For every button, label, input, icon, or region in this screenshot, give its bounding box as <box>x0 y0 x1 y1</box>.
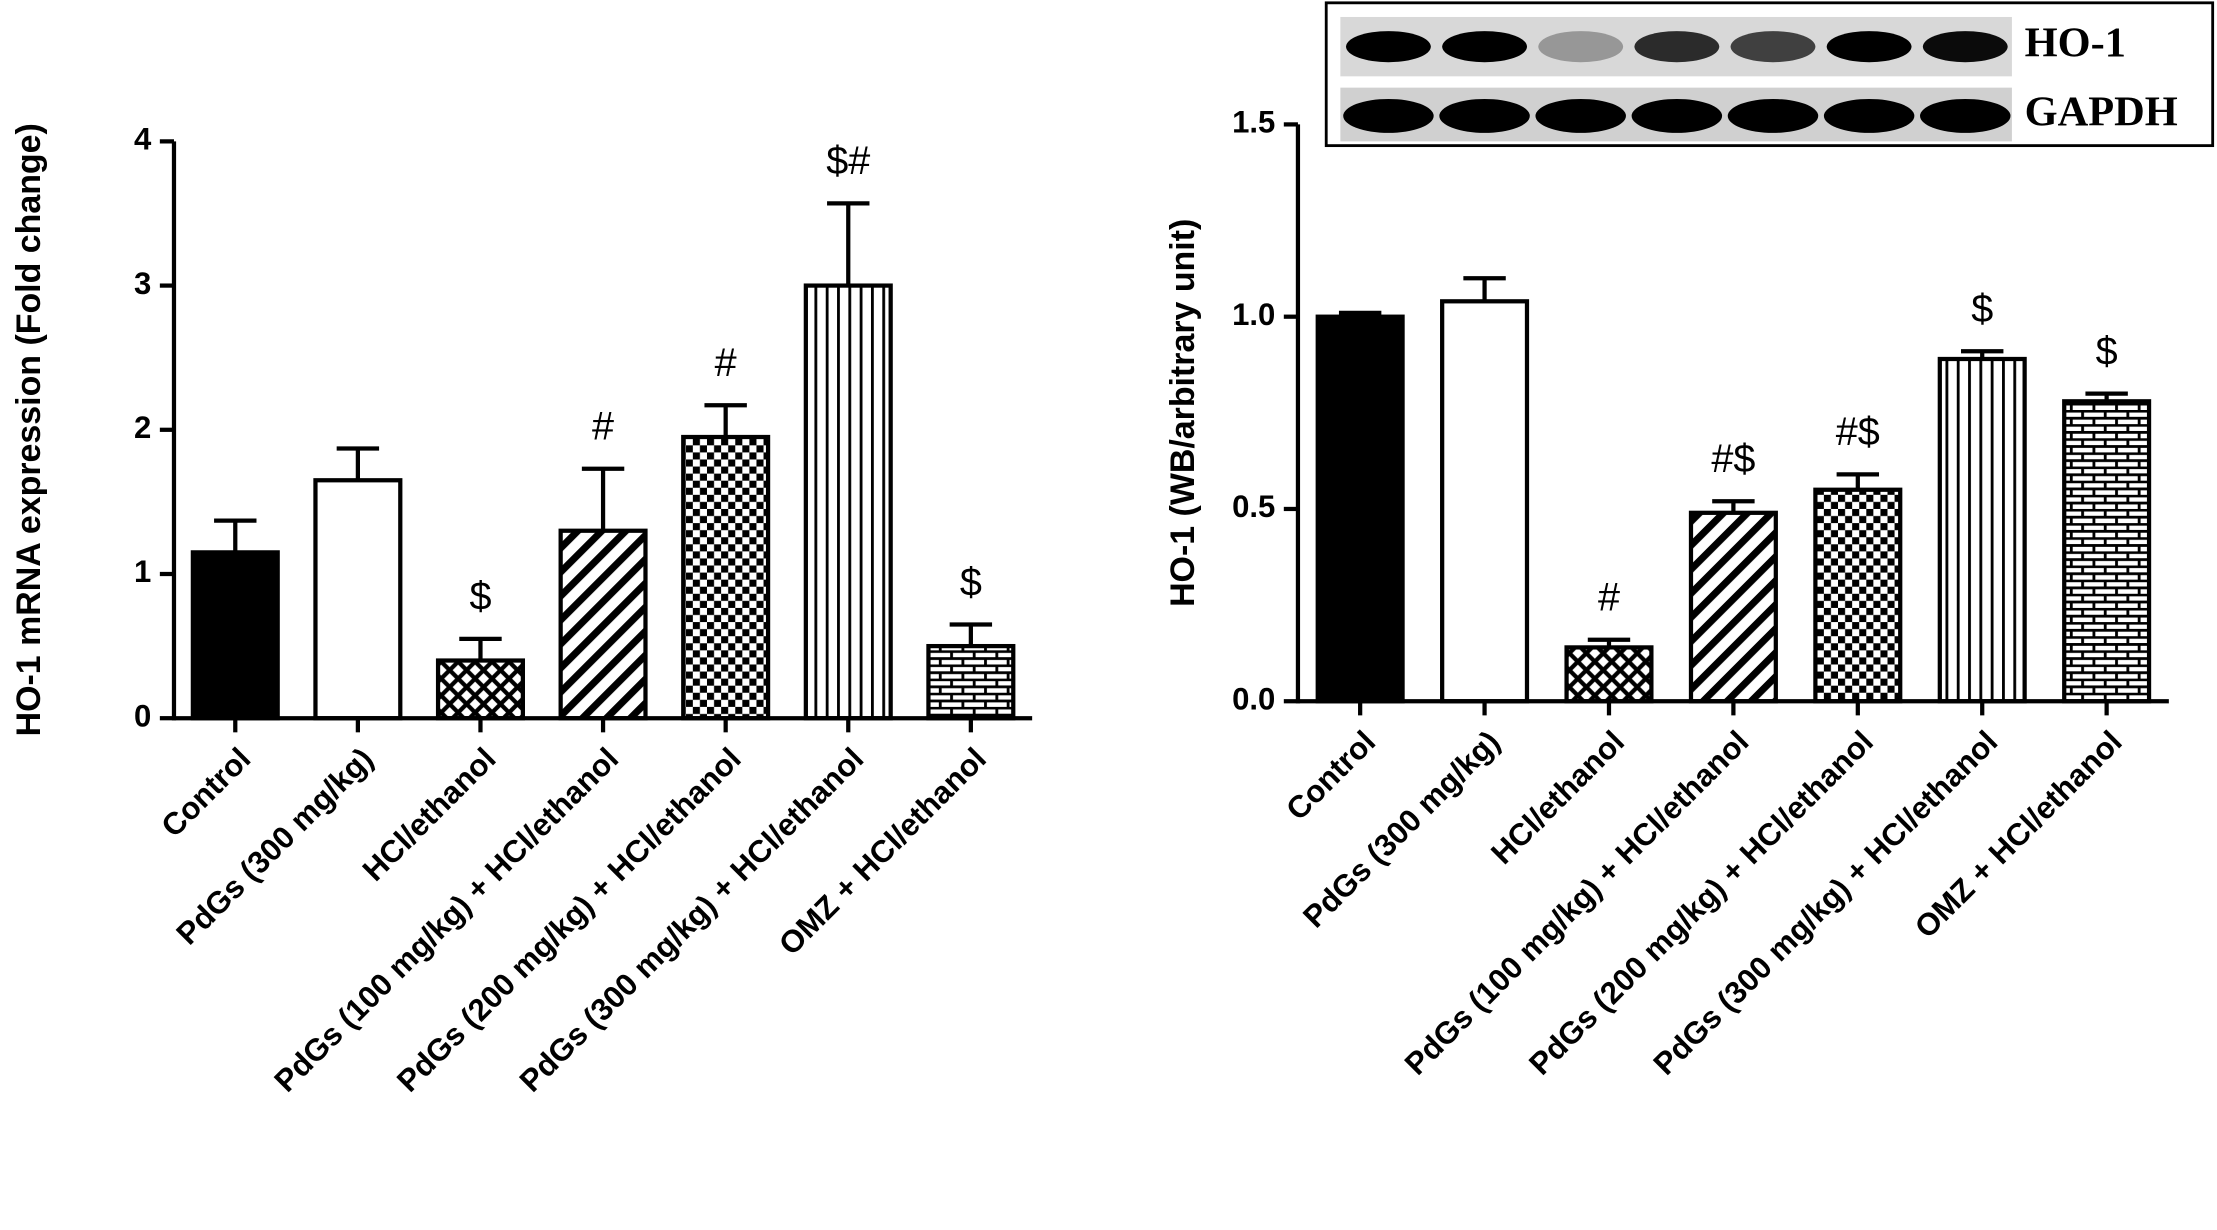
bar <box>681 434 771 721</box>
significance-label: $ <box>960 560 982 604</box>
bar <box>558 528 648 721</box>
y-axis-title: HO-1 (WB/arbitrary unit) <box>1164 219 1202 607</box>
blot-band <box>1346 31 1431 63</box>
blot-band <box>1442 31 1527 63</box>
blot-band <box>1439 98 1530 133</box>
significance-label: $ <box>1971 287 1993 331</box>
blot-band <box>1631 98 1723 133</box>
x-tick-label: OMZ + HCl/ethanol <box>772 741 993 962</box>
bar <box>1813 487 1903 704</box>
bar <box>1564 645 1654 704</box>
significance-label: #$ <box>1711 437 1755 481</box>
bar <box>190 550 280 721</box>
blot-band <box>1920 98 2011 133</box>
y-axis-title: HO-1 mRNA expression (Fold change) <box>10 123 48 736</box>
blot-label: HO-1 <box>2025 19 2126 66</box>
blot-band <box>1343 98 1434 133</box>
y-tick-label: 2 <box>134 410 151 445</box>
y-tick-label: 0.5 <box>1232 489 1275 524</box>
western-blot-inset: HO-1 GAPDH <box>1324 1 2215 148</box>
blot-band <box>1538 31 1624 63</box>
x-tick-label: Control <box>154 741 257 844</box>
significance-label: # <box>715 341 737 385</box>
x-tick-label: Control <box>1279 724 1382 827</box>
blot-band <box>1535 98 1626 133</box>
bar <box>1440 299 1530 704</box>
blot-band <box>1730 31 1816 63</box>
bar <box>803 283 893 721</box>
significance-label: $ <box>469 575 491 619</box>
y-tick-label: 4 <box>134 122 152 157</box>
blot-band <box>1826 31 1912 63</box>
bar <box>313 478 403 721</box>
y-tick-label: 3 <box>134 266 151 301</box>
y-tick-label: 1.5 <box>1232 105 1275 140</box>
bar <box>1688 510 1778 704</box>
significance-label: $ <box>2096 329 2118 373</box>
significance-label: #$ <box>1836 410 1880 454</box>
bar <box>2062 399 2152 704</box>
blot-label: GAPDH <box>2025 89 2178 136</box>
significance-label: # <box>592 405 614 449</box>
significance-label: # <box>1598 576 1620 620</box>
y-tick-label: 0 <box>134 698 151 733</box>
blot-band <box>1922 31 2008 63</box>
y-tick-label: 0.0 <box>1232 681 1275 716</box>
y-tick-label: 1 <box>134 554 151 589</box>
blot-band <box>1634 31 1720 63</box>
blot-band <box>1727 98 1819 133</box>
significance-label: $# <box>826 139 870 183</box>
blot-band <box>1823 98 1915 133</box>
bar <box>1315 314 1405 704</box>
x-tick-label: OMZ + HCl/ethanol <box>1908 724 2129 945</box>
bar <box>1937 356 2027 704</box>
bar <box>926 643 1016 721</box>
y-tick-label: 1.0 <box>1232 297 1275 332</box>
bar <box>435 658 526 721</box>
